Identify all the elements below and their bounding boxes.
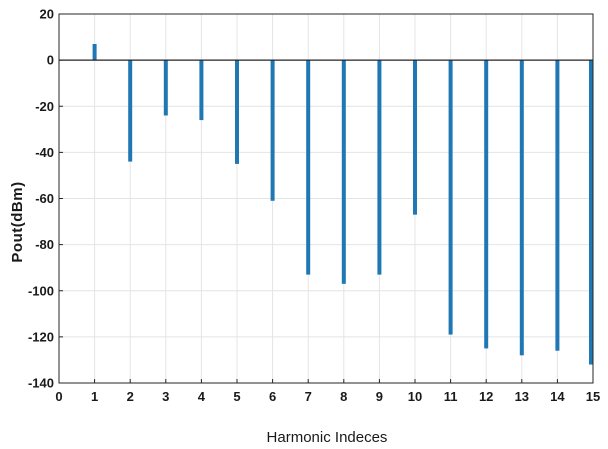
plot-frame [58,13,594,384]
plot-border [58,13,594,384]
bar-harmonic-15 [589,60,593,365]
bar-harmonic-14 [555,60,560,351]
bar-harmonic-2 [128,60,133,162]
bar-harmonic-10 [413,60,417,215]
x-tick-label: 2 [127,389,134,404]
grid [58,13,594,384]
y-tick-label: -20 [35,99,54,114]
x-tick-label: 12 [479,389,493,404]
x-tick-label: 15 [586,389,600,404]
y-tick-label: -60 [35,191,54,206]
y-tick-label: -40 [35,145,54,160]
y-tick-label: 0 [47,53,54,68]
stem-bars [92,43,593,365]
bar-harmonic-8 [341,60,346,284]
y-tick-label: -140 [28,376,54,391]
y-tick-labels: 20 0 -20 -40 -60 -80 -100 -120 -140 [28,7,54,391]
bar-harmonic-9 [377,60,382,275]
x-tick-label: 8 [340,389,347,404]
x-tick-label: 11 [444,389,458,404]
y-tick-label: -100 [28,283,54,298]
bar-harmonic-13 [519,60,524,356]
x-axis-label: Harmonic Indeces [267,429,388,446]
x-tick-label: 1 [91,389,98,404]
x-tick-labels: 0 1 2 3 4 5 6 7 8 9 10 11 12 13 14 15 [55,389,600,404]
x-tick-label: 4 [198,389,206,404]
bar-harmonic-6 [270,60,275,201]
x-tick-label: 5 [233,389,240,404]
bar-harmonic-3 [163,60,168,116]
x-tick-label: 10 [408,389,422,404]
bar-harmonic-5 [235,60,239,164]
x-tick-label: 7 [305,389,312,404]
y-tick-label: -80 [35,237,54,252]
x-tick-label: 13 [515,389,529,404]
bar-harmonic-11 [448,60,453,335]
x-tick-label: 0 [55,389,62,404]
x-tick-label: 3 [162,389,169,404]
x-tick-label: 14 [550,389,565,404]
bar-harmonic-1 [92,43,97,61]
y-axis-label: Pout(dBm) [9,181,26,262]
bar-harmonic-4 [199,60,204,121]
y-tick-label: -120 [28,329,54,344]
y-tick-label: 20 [40,7,54,22]
x-tick-label: 6 [269,389,276,404]
bar-harmonic-12 [484,60,489,349]
x-tick-label: 9 [376,389,383,404]
bar-harmonic-7 [306,60,311,275]
